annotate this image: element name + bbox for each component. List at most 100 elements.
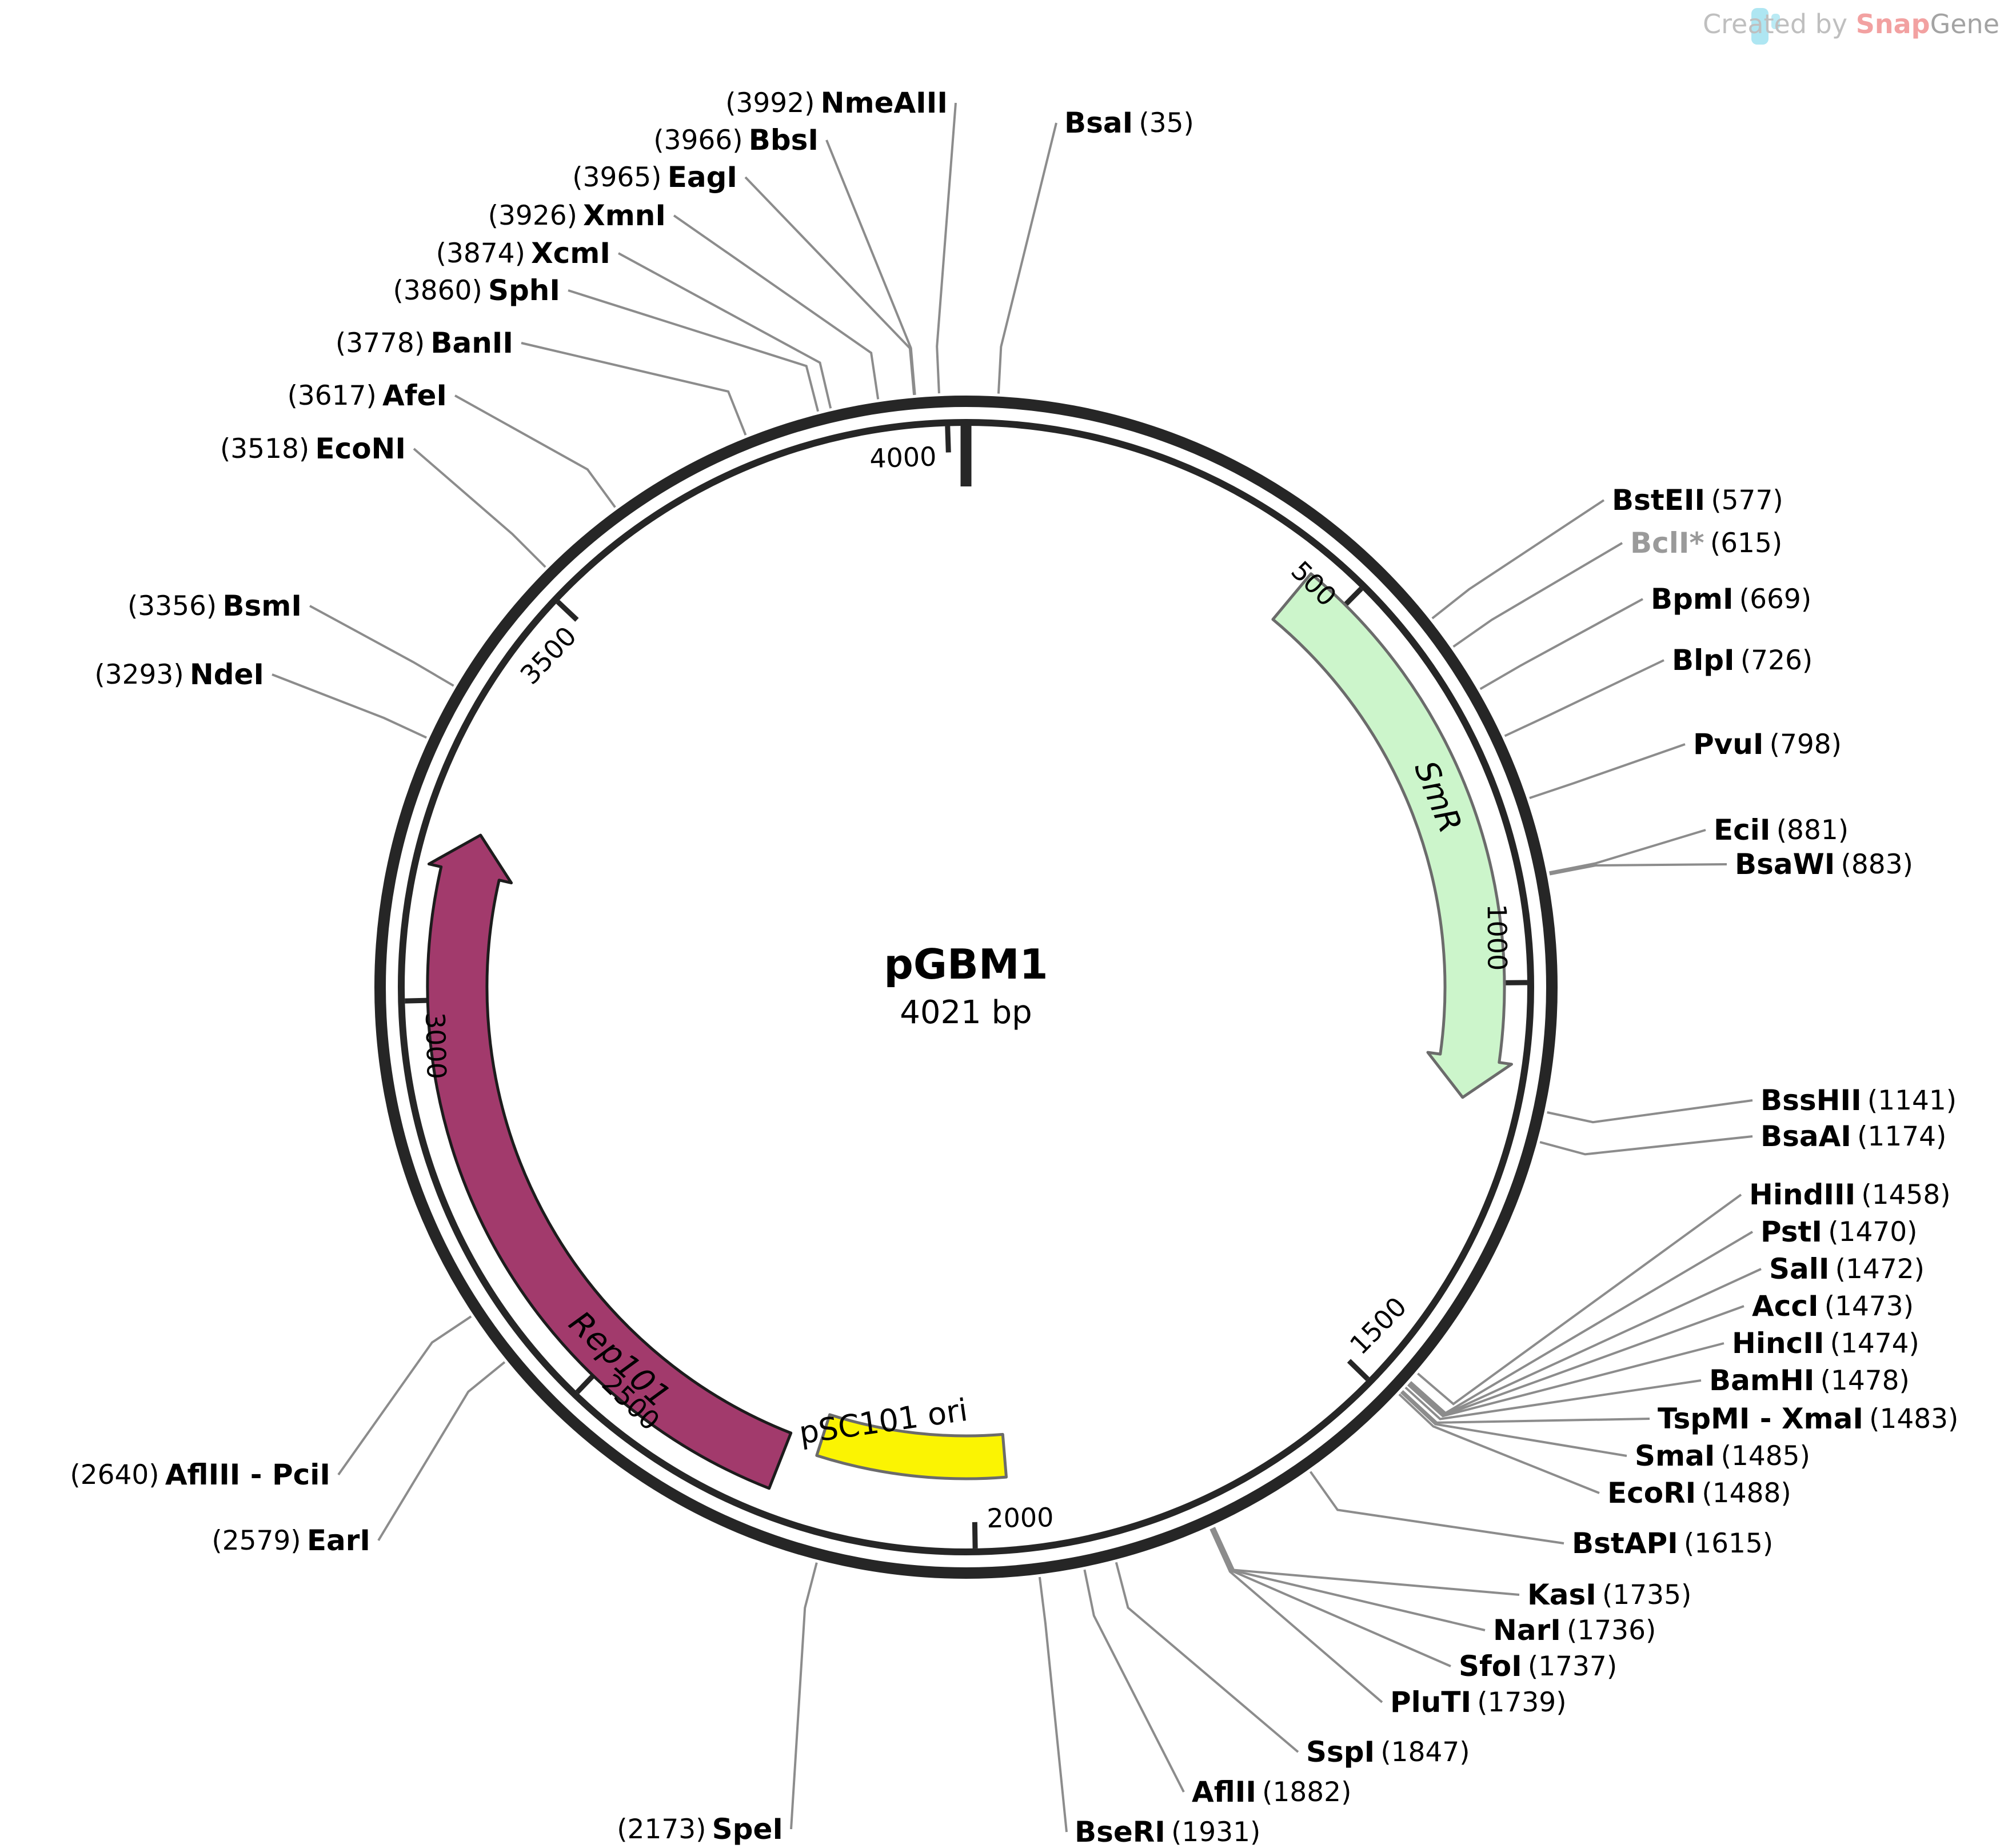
leader-EciI xyxy=(1549,829,1706,874)
leader-SphI xyxy=(568,289,820,412)
site-label-PstI: PstI (1470) xyxy=(1760,1215,1918,1248)
site-label-BstEII: BstEII (577) xyxy=(1612,484,1783,517)
leader-NmeAIII xyxy=(936,102,957,394)
feature-arc-Rep101 xyxy=(426,833,793,1490)
feature-arc-pSC101-ori xyxy=(815,1413,1008,1480)
leader-EcoNI xyxy=(413,448,546,568)
leader-HincII xyxy=(1407,1342,1724,1418)
watermark-text: Created by SnapGene xyxy=(1703,9,1999,39)
leader-NdeI xyxy=(272,673,427,739)
tick-4000 xyxy=(945,426,951,453)
backbone-layer xyxy=(374,396,1558,1579)
tick-label-2000: 2000 xyxy=(987,1502,1054,1534)
leader-HindIII xyxy=(1417,1194,1742,1406)
site-label-SpeI: (2173) SpeI xyxy=(617,1813,783,1846)
tube-icon-cap xyxy=(1771,14,1780,29)
site-label-SfoI: SfoI (1737) xyxy=(1459,1650,1617,1683)
site-labels-layer: BsaI (35) BstEII (577) BclI* (615) BpmI (66… xyxy=(70,86,1958,1848)
site-label-XcmI: (3874) XcmI xyxy=(436,237,610,270)
leader-AfeI xyxy=(454,394,616,508)
site-label-BssHII: BssHII (1141) xyxy=(1760,1084,1957,1117)
site-label-KasI: KasI (1735) xyxy=(1527,1578,1691,1611)
site-label-EcoNI: (3518) EcoNI xyxy=(220,432,406,465)
site-label-PvuI: PvuI (798) xyxy=(1693,728,1842,761)
leader-BssHII xyxy=(1547,1099,1753,1124)
tick-1500 xyxy=(1347,1359,1370,1382)
site-label-BpmI: BpmI (669) xyxy=(1651,582,1811,616)
site-label-EarI: (2579) EarI xyxy=(211,1524,370,1557)
leader-BpmI xyxy=(1479,598,1643,690)
site-label-BsmI: (3356) BsmI xyxy=(127,589,302,622)
leader-BsaAI xyxy=(1539,1135,1753,1156)
leader-BstAPI xyxy=(1309,1471,1564,1544)
site-label-XmnI: (3926) XmnI xyxy=(488,199,666,232)
leader-BbsI xyxy=(825,139,916,395)
site-label-EciI: EciI (881) xyxy=(1714,813,1849,847)
tick-label-1000: 1000 xyxy=(1482,904,1513,971)
site-label-TspMI-XmaI: TspMI - XmaI (1483) xyxy=(1658,1402,1958,1435)
site-label-HindIII: HindIII (1458) xyxy=(1749,1178,1951,1211)
leader-BclI- xyxy=(1452,542,1623,648)
leader-BsaI xyxy=(997,122,1057,394)
leader-SpeI xyxy=(790,1562,818,1830)
site-label-PluTI: PluTI (1739) xyxy=(1390,1686,1567,1719)
plasmid-title: pGBM1 xyxy=(884,940,1048,988)
site-label-EcoRI: EcoRI (1488) xyxy=(1607,1476,1791,1510)
leader-BsaWI xyxy=(1549,863,1727,876)
site-label-NarI: NarI (1736) xyxy=(1493,1614,1656,1647)
site-label-AflII: AflII (1882) xyxy=(1192,1775,1351,1809)
leader-BanII xyxy=(521,342,747,436)
site-label-BanII: (3778) BanII xyxy=(336,326,513,360)
site-label-BamHI: BamHI (1478) xyxy=(1709,1364,1910,1397)
site-label-AccI: AccI (1473) xyxy=(1752,1290,1914,1323)
site-label-BclI-: BclI* (615) xyxy=(1630,526,1782,560)
leader-AflIII-PciI xyxy=(337,1315,472,1476)
plasmid-title-group: pGBM1 4021 bp xyxy=(884,940,1048,1031)
site-label-BstAPI: BstAPI (1615) xyxy=(1572,1527,1773,1560)
site-label-AflIII-PciI: (2640) AflIII - PciI xyxy=(70,1458,330,1491)
leader-XmnI xyxy=(673,214,880,400)
backbone-inner-ring xyxy=(398,419,1534,1555)
site-label-SspI: SspI (1847) xyxy=(1306,1735,1470,1769)
plasmid-size: 4021 bp xyxy=(900,994,1032,1031)
leader-BlpI xyxy=(1504,659,1664,737)
tick-3500 xyxy=(556,600,579,622)
leader-BsmI xyxy=(309,605,454,687)
backbone-outer-ring xyxy=(374,396,1558,1579)
site-label-EagI: (3965) EagI xyxy=(572,161,737,194)
leader-TspMI-XmaI xyxy=(1402,1390,1650,1424)
leader-SfoI xyxy=(1211,1527,1451,1667)
site-label-BsaWI: BsaWI (883) xyxy=(1735,848,1913,881)
site-label-BlpI: BlpI (726) xyxy=(1672,644,1813,677)
site-label-AfeI: (3617) AfeI xyxy=(288,379,447,412)
leader-BseRI xyxy=(1038,1576,1068,1833)
tick-label-3000: 3000 xyxy=(420,1012,452,1079)
leader-EarI xyxy=(377,1361,506,1542)
tick-label-4000: 4000 xyxy=(869,441,937,474)
leader-AflII xyxy=(1083,1569,1185,1793)
site-label-BseRI: BseRI (1931) xyxy=(1075,1815,1260,1848)
leader-SspI xyxy=(1115,1562,1299,1753)
site-label-HincII: HincII (1474) xyxy=(1732,1327,1919,1360)
site-label-BsaI: BsaI (35) xyxy=(1064,106,1194,139)
leader-XcmI xyxy=(618,252,832,409)
leader-BstEII xyxy=(1431,499,1605,620)
site-label-NmeAIII: (3992) NmeAIII xyxy=(725,86,948,119)
tube-icon-body xyxy=(1751,8,1769,45)
site-label-BbsI: (3966) BbsI xyxy=(653,123,819,157)
leader-SmaI xyxy=(1400,1391,1627,1457)
leader-lines-layer xyxy=(272,102,1762,1833)
feature-arc-SmR xyxy=(1271,572,1513,1099)
site-label-BsaAI: BsaAI (1174) xyxy=(1760,1120,1946,1153)
site-label-SalI: SalI (1472) xyxy=(1769,1252,1925,1286)
leader-PvuI xyxy=(1529,743,1686,799)
watermark: Created by SnapGene xyxy=(1703,8,1999,45)
snapgene-tube-icon xyxy=(1751,8,1780,45)
site-label-NdeI: (3293) NdeI xyxy=(94,658,264,691)
leader-BamHI xyxy=(1404,1379,1702,1420)
leader-PluTI xyxy=(1209,1528,1383,1703)
